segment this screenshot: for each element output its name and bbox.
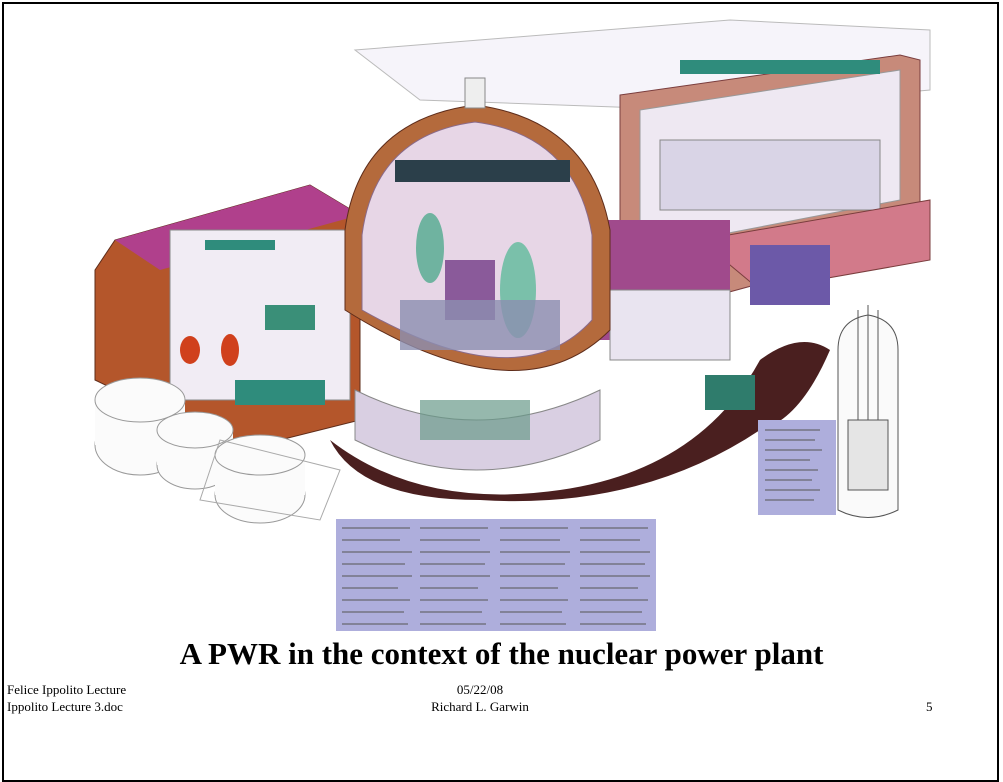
lecture-name: Felice Ippolito Lecture bbox=[7, 681, 126, 698]
slide-title: A PWR in the context of the nuclear powe… bbox=[0, 636, 1003, 672]
page-number: 5 bbox=[926, 698, 933, 715]
file-name: Ippolito Lecture 3.doc bbox=[7, 698, 126, 715]
footer-left: Felice Ippolito Lecture Ippolito Lecture… bbox=[7, 681, 126, 715]
date: 05/22/08 bbox=[380, 681, 580, 698]
plant-illustration bbox=[0, 0, 1003, 640]
footer-center: 05/22/08 Richard L. Garwin bbox=[380, 681, 580, 715]
author: Richard L. Garwin bbox=[380, 698, 580, 715]
